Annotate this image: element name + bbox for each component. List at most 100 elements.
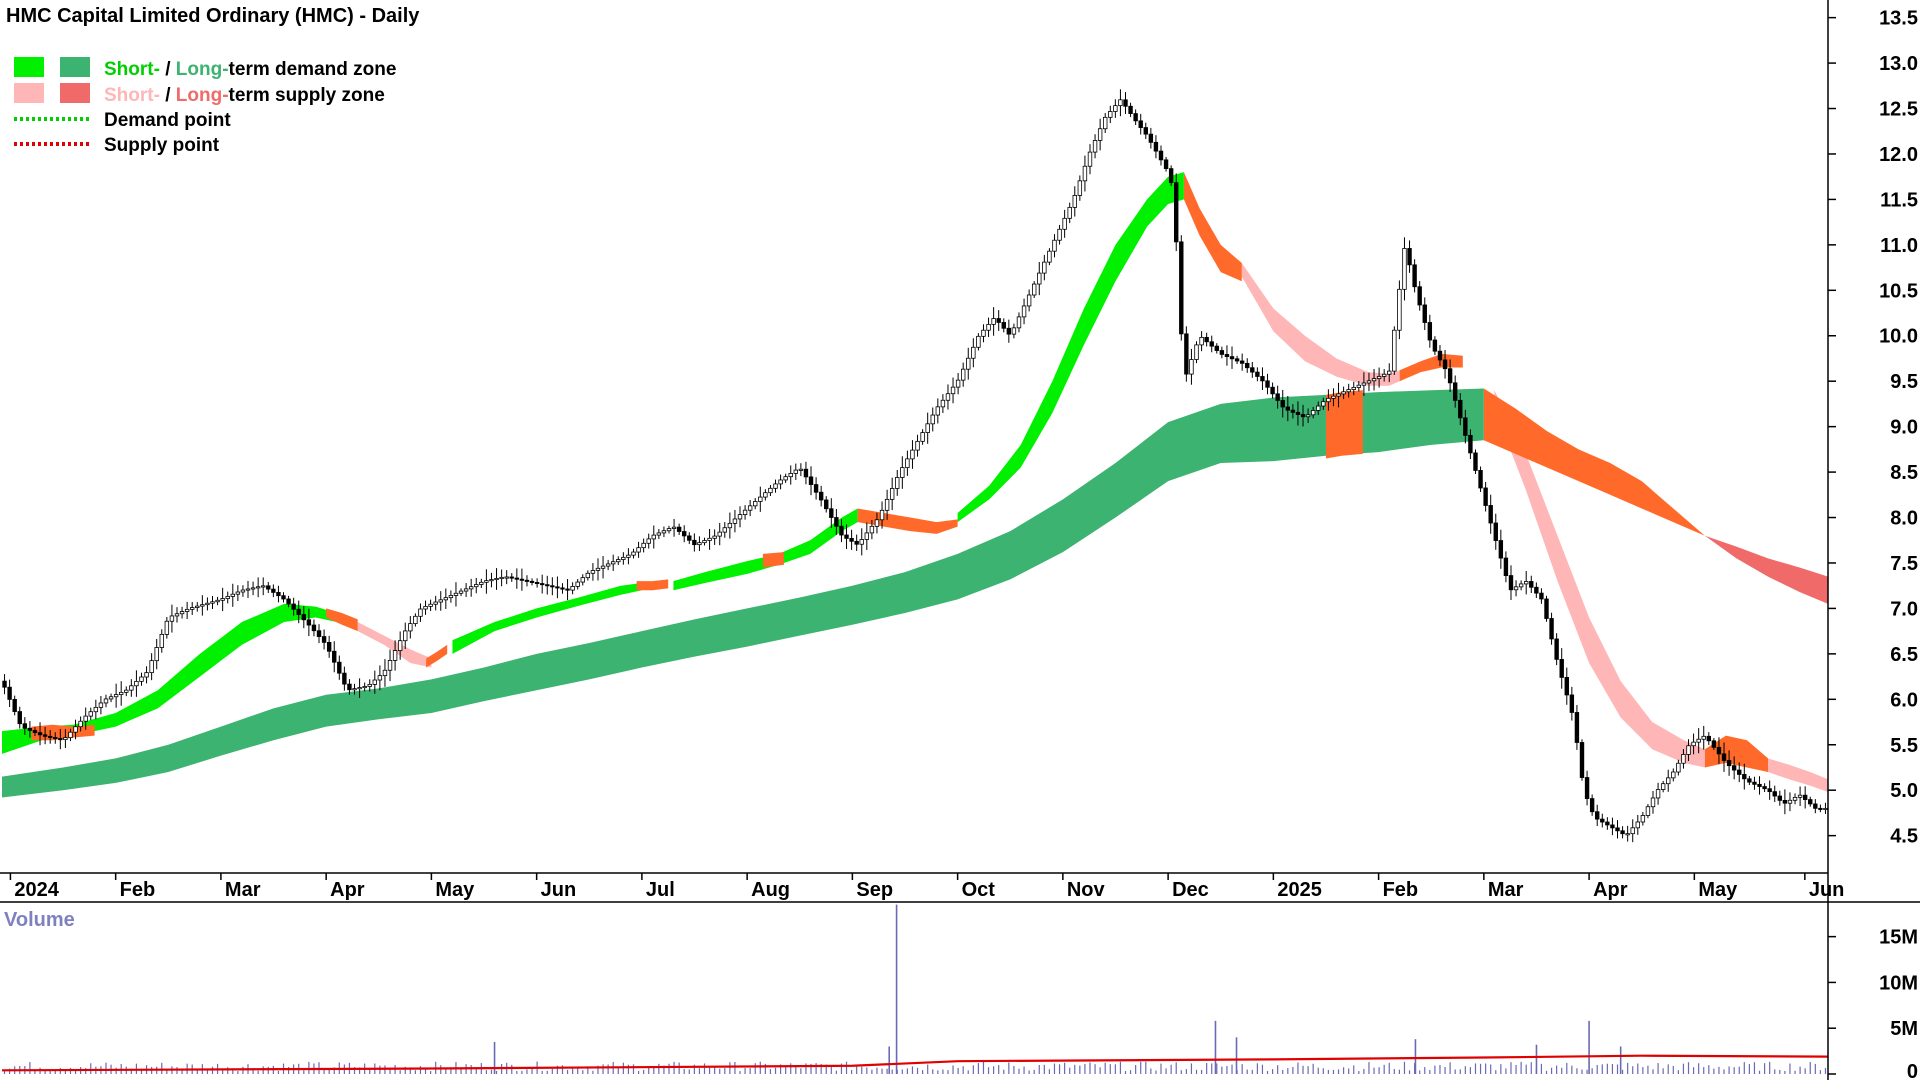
y-tick-label: 7.0 bbox=[1890, 598, 1918, 620]
short-demand-zone-1 bbox=[452, 582, 642, 654]
volume-tick-label: 10M bbox=[1879, 972, 1918, 994]
price-candle-body bbox=[484, 580, 489, 583]
price-candle-body bbox=[255, 586, 261, 589]
price-candle-body bbox=[671, 526, 677, 529]
price-candle-body bbox=[1610, 824, 1615, 829]
y-tick-label: 9.5 bbox=[1890, 371, 1918, 393]
price-candle-body bbox=[1275, 393, 1280, 401]
price-candle-body bbox=[1270, 386, 1275, 395]
price-candle-body bbox=[849, 537, 854, 542]
price-candle-body bbox=[616, 559, 621, 563]
price-candle-body bbox=[555, 586, 560, 589]
legend: Short- / Long-term demand zone Short- / … bbox=[14, 57, 396, 156]
price-candle-body bbox=[1326, 397, 1331, 403]
price-candle-body bbox=[1544, 598, 1549, 619]
price-candle-body bbox=[169, 615, 175, 622]
price-candle-body bbox=[2, 680, 7, 688]
price-candle-body bbox=[164, 620, 170, 635]
price-candle-body bbox=[1772, 791, 1777, 797]
price-candle-body bbox=[666, 528, 672, 532]
price-candle-body bbox=[245, 588, 251, 591]
price-candle-body bbox=[1082, 165, 1088, 182]
price-candle-body bbox=[1691, 741, 1696, 747]
volume-tick-label: 0 bbox=[1907, 1061, 1918, 1080]
x-tick-label: Apr bbox=[330, 879, 365, 901]
price-candle-body bbox=[1163, 159, 1169, 170]
price-candle-body bbox=[1371, 378, 1377, 382]
price-candle-body bbox=[418, 608, 423, 617]
price-candle-body bbox=[1295, 411, 1301, 415]
price-candle-body bbox=[342, 672, 347, 685]
x-tick-label: Nov bbox=[1067, 879, 1106, 901]
price-candle-body bbox=[1153, 141, 1159, 152]
price-candle-body bbox=[1402, 248, 1407, 290]
price-candle-body bbox=[22, 723, 28, 729]
overlap-zone-8 bbox=[1399, 353, 1463, 382]
price-candle-body bbox=[1742, 774, 1747, 780]
price-candle-body bbox=[1432, 339, 1438, 352]
legend-supply-long: Long- bbox=[176, 85, 229, 106]
price-candle-body bbox=[1397, 288, 1402, 331]
price-candle-body bbox=[1316, 405, 1321, 411]
price-candle-body bbox=[1660, 783, 1666, 790]
price-candle-body bbox=[1696, 738, 1701, 743]
price-candle-body bbox=[1260, 376, 1265, 382]
price-candle-body bbox=[1026, 294, 1032, 307]
price-candle-body bbox=[1701, 735, 1706, 740]
x-tick-label: Apr bbox=[1593, 879, 1628, 901]
price-candle-body bbox=[1600, 818, 1605, 823]
price-candle-body bbox=[174, 613, 180, 617]
price-candle-body bbox=[717, 531, 722, 537]
price-candle-body bbox=[1356, 384, 1362, 388]
price-candle-body bbox=[971, 346, 976, 359]
price-candle-body bbox=[190, 607, 195, 610]
price-candle-body bbox=[960, 368, 966, 381]
price-candle-body bbox=[250, 587, 256, 590]
price-candle-body bbox=[159, 633, 164, 648]
price-candle-body bbox=[1174, 182, 1179, 243]
price-candle-body bbox=[1595, 811, 1600, 820]
price-candle-body bbox=[1133, 113, 1138, 122]
price-candle-body bbox=[915, 440, 920, 451]
price-candle-body bbox=[910, 449, 915, 460]
price-candle-body bbox=[976, 335, 981, 348]
price-candle-body bbox=[1747, 778, 1752, 783]
legend-demand-zone: Short- / Long-term demand zone bbox=[104, 59, 396, 80]
price-candle-body bbox=[352, 688, 357, 691]
price-candle-body bbox=[129, 685, 134, 691]
legend-demand-short: Short- bbox=[104, 59, 160, 80]
price-candle-body bbox=[504, 576, 509, 579]
price-candle-body bbox=[210, 601, 215, 604]
price-candle-body bbox=[479, 581, 484, 585]
legend-supply-short: Short- bbox=[104, 85, 160, 106]
price-candle-body bbox=[1143, 127, 1148, 135]
price-candle-body bbox=[692, 539, 697, 546]
y-tick-label: 8.5 bbox=[1890, 462, 1918, 484]
price-candle-body bbox=[641, 542, 646, 549]
price-candle-body bbox=[1346, 389, 1351, 393]
x-tick-label: Feb bbox=[120, 879, 156, 901]
price-candle-body bbox=[570, 586, 575, 591]
price-candle-body bbox=[1108, 111, 1113, 118]
price-candle-body bbox=[605, 563, 611, 567]
y-tick-label: 6.0 bbox=[1890, 689, 1918, 711]
y-tick-label: 5.0 bbox=[1890, 780, 1918, 802]
price-candle-body bbox=[753, 501, 758, 507]
price-candle-body bbox=[423, 606, 428, 610]
price-candle-body bbox=[1635, 821, 1640, 829]
price-candle-body bbox=[1437, 350, 1443, 361]
overlap-zone-4 bbox=[762, 552, 784, 568]
price-candle-body bbox=[1057, 228, 1062, 241]
price-candle-body bbox=[1123, 99, 1128, 107]
price-candle-body bbox=[1224, 354, 1230, 358]
legend-demand-point: Demand point bbox=[104, 110, 231, 131]
price-candle-body bbox=[1006, 327, 1012, 335]
price-candle-body bbox=[1067, 206, 1072, 219]
overlap-zone-9 bbox=[1483, 388, 1705, 536]
price-candle-body bbox=[42, 734, 48, 737]
price-candle-body bbox=[768, 487, 773, 494]
price-candle-body bbox=[702, 540, 707, 544]
price-candle-body bbox=[296, 608, 301, 615]
overlap-zone-2 bbox=[426, 644, 448, 668]
